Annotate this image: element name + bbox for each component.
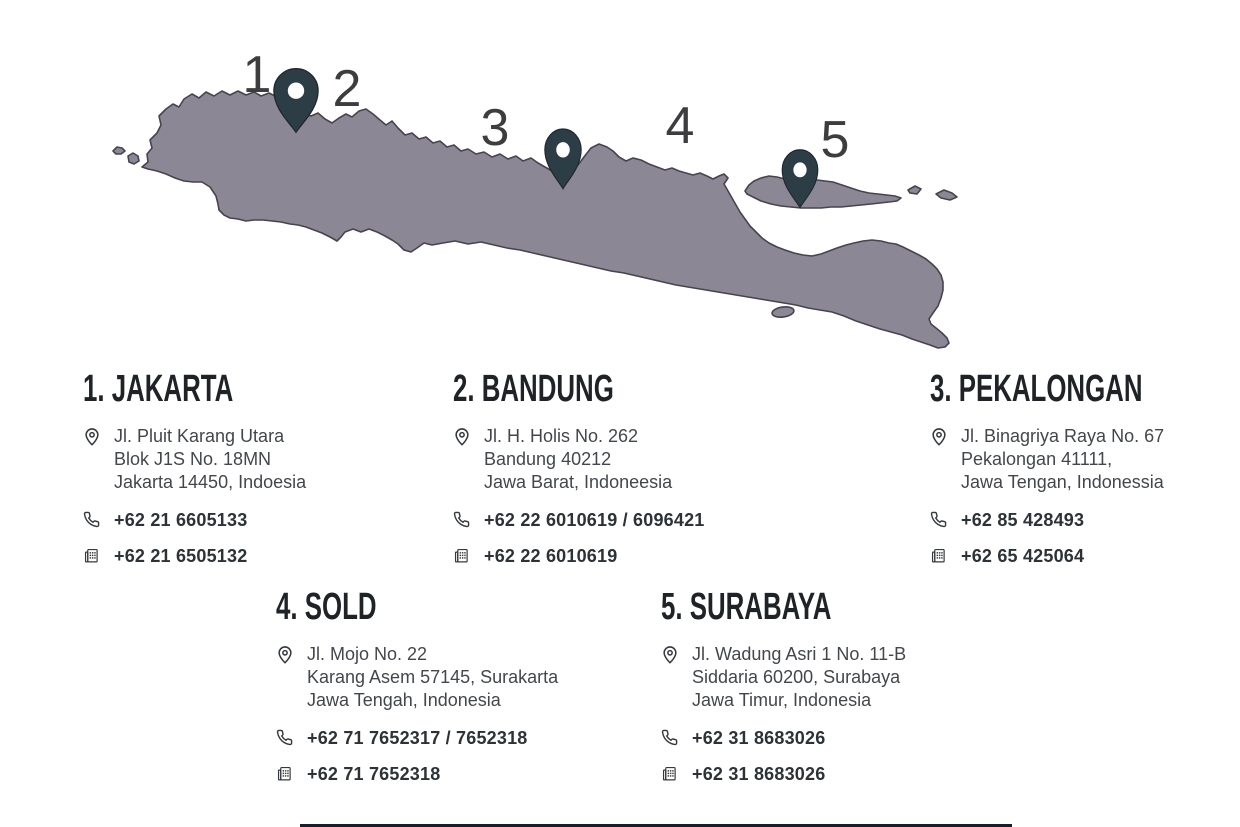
location-number: 3. [930, 368, 952, 410]
phone-number: +62 22 6010619 / 6096421 [484, 510, 705, 530]
phone-row: +62 22 6010619 / 6096421 [453, 509, 705, 531]
location-pin-icon [276, 643, 296, 666]
fax-number: +62 31 8683026 [692, 764, 826, 784]
address-line: Jawa Tengah, Indonesia [307, 690, 501, 710]
location-name: BANDUNG [481, 368, 614, 410]
phone-number: +62 31 8683026 [692, 728, 826, 748]
fax-number: +62 22 6010619 [484, 546, 618, 566]
phone-number: +62 21 6605133 [114, 510, 248, 530]
phone-row: +62 31 8683026 [661, 727, 825, 749]
fax-icon [661, 763, 681, 782]
location-pin-icon [83, 425, 103, 448]
address-line: Jl. Binagriya Raya No. 67 [961, 426, 1165, 446]
location-name: SURABAYA [689, 586, 832, 628]
address-line: Jawa Barat, Indoneesia [484, 472, 673, 492]
fax-row: +62 65 425064 [930, 545, 1084, 567]
address-line: Jl. Wadung Asri 1 No. 11-B [692, 644, 907, 664]
phone-icon [930, 509, 950, 528]
location-pin-icon [453, 425, 473, 448]
phone-row: +62 71 7652317 / 7652318 [276, 727, 528, 749]
islet-west-1 [112, 146, 126, 155]
map-pin-surabaya-icon [781, 149, 819, 209]
location-number: 1. [83, 368, 105, 410]
fax-icon [276, 763, 296, 782]
map-number-3: 3 [481, 99, 510, 157]
location-name: JAKARTA [111, 368, 234, 410]
map-pin-pekalongan-icon [544, 128, 582, 190]
address-line: Jakarta 14450, Indoesia [114, 472, 307, 492]
address-text: Jl. Binagriya Raya No. 67 Pekalongan 411… [961, 425, 1164, 494]
map-pin-jakarta-bandung-icon [273, 67, 319, 134]
location-number: 4. [276, 586, 298, 628]
phone-row: +62 85 428493 [930, 509, 1084, 531]
address-row: Jl. H. Holis No. 262 Bandung 40212 Jawa … [453, 425, 672, 494]
phone-row: +62 21 6605133 [83, 509, 247, 531]
location-card-jakarta: 1. JAKARTA Jl. Pluit Karang Utara Blok J… [83, 370, 443, 583]
islet-east-2 [935, 189, 958, 201]
location-name: PEKALONGAN [958, 368, 1143, 410]
fax-number: +62 71 7652318 [307, 764, 441, 784]
fax-icon [453, 545, 473, 564]
address-row: Jl. Pluit Karang Utara Blok J1S No. 18MN… [83, 425, 306, 494]
map-number-1: 1 [243, 46, 272, 104]
map-number-4: 4 [666, 97, 695, 155]
address-text: Jl. H. Holis No. 262 Bandung 40212 Jawa … [484, 425, 672, 494]
fax-number: +62 21 6505132 [114, 546, 248, 566]
address-line: Siddaria 60200, Surabaya [692, 667, 901, 687]
phone-icon [276, 727, 296, 746]
fax-row: +62 31 8683026 [661, 763, 825, 785]
location-title: 5. SURABAYA [661, 588, 831, 626]
location-card-surabaya: 5. SURABAYA Jl. Wadung Asri 1 No. 11-B S… [661, 588, 1021, 801]
islet-west-2 [127, 152, 140, 165]
location-title: 3. PEKALONGAN [930, 370, 1143, 408]
location-title: 4. SOLD [276, 588, 377, 626]
phone-number: +62 85 428493 [961, 510, 1085, 530]
phone-icon [83, 509, 103, 528]
location-name: SOLD [304, 586, 377, 628]
location-number: 5. [661, 586, 683, 628]
phone-number: +62 71 7652317 / 7652318 [307, 728, 528, 748]
location-pin-icon [661, 643, 681, 666]
address-row: Jl. Wadung Asri 1 No. 11-B Siddaria 6020… [661, 643, 906, 712]
phone-icon [661, 727, 681, 746]
map-number-5: 5 [821, 111, 850, 169]
islet-east-1 [907, 185, 922, 195]
fax-number: +62 65 425064 [961, 546, 1085, 566]
bottom-divider [300, 824, 1012, 827]
madura-island-shape [744, 175, 902, 209]
address-line: Bandung 40212 [484, 449, 612, 469]
address-line: Jawa Tengan, Indonessia [961, 472, 1164, 492]
phone-icon [453, 509, 473, 528]
address-line: Jl. Mojo No. 22 [307, 644, 428, 664]
location-number: 2. [453, 368, 475, 410]
fax-row: +62 22 6010619 [453, 545, 617, 567]
islet-south [771, 306, 795, 318]
location-card-solo: 4. SOLD Jl. Mojo No. 22 Karang Asem 5714… [276, 588, 636, 801]
address-row: Jl. Binagriya Raya No. 67 Pekalongan 411… [930, 425, 1164, 494]
fax-icon [83, 545, 103, 564]
address-text: Jl. Pluit Karang Utara Blok J1S No. 18MN… [114, 425, 306, 494]
address-line: Pekalongan 41111, [961, 449, 1113, 469]
fax-icon [930, 545, 950, 564]
address-line: Jl. Pluit Karang Utara [114, 426, 285, 446]
location-title: 2. BANDUNG [453, 370, 614, 408]
address-line: Jawa Timur, Indonesia [692, 690, 872, 710]
location-title: 1. JAKARTA [83, 370, 233, 408]
location-card-pekalongan: 3. PEKALONGAN Jl. Binagriya Raya No. 67 … [930, 370, 1240, 583]
address-line: Jl. H. Holis No. 262 [484, 426, 639, 446]
fax-row: +62 21 6505132 [83, 545, 247, 567]
location-card-bandung: 2. BANDUNG Jl. H. Holis No. 262 Bandung … [453, 370, 813, 583]
address-line: Blok J1S No. 18MN [114, 449, 272, 469]
map-number-2: 2 [333, 60, 362, 118]
address-text: Jl. Mojo No. 22 Karang Asem 57145, Surak… [307, 643, 558, 712]
address-text: Jl. Wadung Asri 1 No. 11-B Siddaria 6020… [692, 643, 906, 712]
fax-row: +62 71 7652318 [276, 763, 440, 785]
location-pin-icon [930, 425, 950, 448]
address-line: Karang Asem 57145, Surakarta [307, 667, 559, 687]
java-island-shape [141, 90, 950, 349]
address-row: Jl. Mojo No. 22 Karang Asem 57145, Surak… [276, 643, 558, 712]
